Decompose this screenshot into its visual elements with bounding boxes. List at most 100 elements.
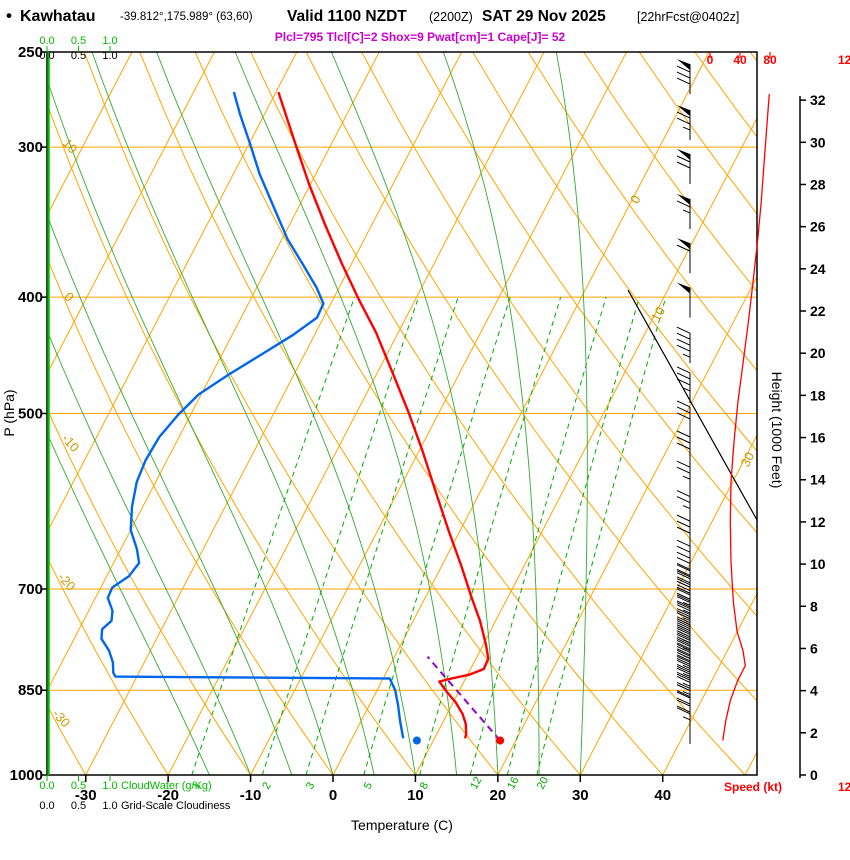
height-tick-label: 2 [810,725,818,741]
height-tick-label: 0 [810,767,818,783]
height-tick-label: 28 [810,176,826,192]
height-tick-label: 24 [810,261,826,277]
cloudiness-scale-label: 0.0 [39,800,54,812]
wind-barb [677,282,691,318]
station-coords: -39.812°,175.989° (63,60) [120,11,253,23]
height-tick-label: 26 [810,219,826,235]
speed-tick-label: 120 [838,53,850,67]
sounding-curves [100,91,501,742]
parcel-path [426,656,501,742]
mixing-ratio-label: 20 [535,775,551,791]
reference-diagonal [627,289,758,521]
height-tick-label: 22 [810,303,826,319]
pressure-tick-label: 300 [18,139,43,156]
wind-barb [676,148,691,184]
speed-profile [722,94,770,741]
height-tick-label: 4 [810,683,818,699]
temperature-tick-label: -30 [75,787,97,804]
pressure-tick-label: 700 [18,581,43,598]
wind-speed-curve [722,94,770,741]
wind-barb [676,707,691,744]
speed-tick-label: 40 [733,53,747,67]
cloudiness-scale-label: 1.0 [102,50,117,62]
temperature-tick-label: 0 [329,787,337,804]
pressure-tick-label: 850 [18,682,43,699]
height-tick-label: 16 [810,430,826,446]
temperature-tick-label: 40 [654,787,671,804]
cloudwater-scale-label: 1.0 [102,35,117,47]
height-tick-label: 32 [810,92,826,108]
height-tick-label: 14 [810,472,826,488]
height-tick-label: 10 [810,556,826,572]
surface-markers [412,736,505,745]
cloudiness-scale-label: 0.5 [71,50,86,62]
mixing-ratio-label: 8 [418,780,431,791]
temperature-axis-title: Temperature (C) [351,817,453,833]
wind-barb [676,691,691,729]
valid-date: SAT 29 Nov 2025 [482,8,606,25]
wind-barb [676,366,691,403]
cloudiness-scale-label: 1.0 [102,800,117,812]
forecast-hour: [22hrFcst@0402z] [637,10,739,24]
pressure-axis-title: P (hPa) [1,389,17,436]
height-tick-label: 18 [810,387,826,403]
dewpoint-curve [100,91,405,739]
cloudwater-scale-label: 0.5 [71,780,86,792]
station-name: Kawhatau [20,8,96,25]
cloudwater-scale-label: 1.0 [102,780,117,792]
dry-adiabat-label: -30 [50,706,74,730]
temperature-tick-label: -20 [157,787,179,804]
pressure-tick-label: 250 [18,44,43,61]
speed-axis-title: Speed (kt) [724,780,782,794]
wind-barb [676,430,691,467]
cloudiness-axis-title: Grid-Scale Cloudiness [121,800,231,812]
height-tick-label: 20 [810,345,826,361]
temperature-tick-label: 30 [572,787,589,804]
height-tick-label: 8 [810,598,818,614]
height-tick-label: 12 [810,514,826,530]
pressure-tick-label: 1000 [10,767,43,784]
valid-time-z: (2200Z) [429,10,473,24]
cloudwater-scale-label: 0.0 [39,35,54,47]
cloudwater-scale-label: 0.0 [39,780,54,792]
cloudiness-scale-label: 0.5 [71,800,86,812]
mixing-ratio-label: 5 [362,780,375,791]
speed-tick-label: 120 [838,780,850,794]
surface-temperature-dot [496,736,505,745]
wind-barb [676,460,691,498]
wind-barb [676,59,691,95]
mixing-ratio-label: 2 [260,780,273,791]
dry-adiabat-label: -20 [55,570,79,594]
skewt-grid [47,52,757,775]
wind-barbs [676,59,691,744]
wind-barb [676,400,691,437]
wind-barb [676,490,691,527]
temperature-tick-label: -10 [240,787,262,804]
cloudwater-axis-title: CloudWater (g/Kg) [121,780,212,792]
dry-adiabat-label: -10 [59,431,83,455]
mixing-ratio-label: 12 [468,775,484,791]
pressure-tick-label: 400 [18,289,43,306]
pressure-tick-label: 500 [18,406,43,423]
surface-dewpoint-dot [412,736,421,745]
temperature-tick-label: 10 [407,787,424,804]
cloudiness-scale-label: 0.0 [39,50,54,62]
wind-barb [676,326,691,364]
height-axis-title: Height (1000 Feet) [769,372,785,489]
temperature-curve [277,91,490,739]
temperature-tick-label: 20 [490,787,507,804]
wind-barb [676,105,691,141]
mixing-ratio-label: 16 [505,775,521,791]
valid-time: Valid 1100 NZDT [287,8,407,25]
isotherm-label: 30 [737,450,757,470]
isotherm-label: 10 [648,304,668,324]
wind-barb [676,193,691,229]
height-tick-label: 6 [810,640,818,656]
mixing-ratio-label: 3 [304,780,317,791]
mixing-ratio-label: 1 [190,780,203,791]
wind-barb [676,699,691,737]
speed-tick-label: 80 [763,53,777,67]
